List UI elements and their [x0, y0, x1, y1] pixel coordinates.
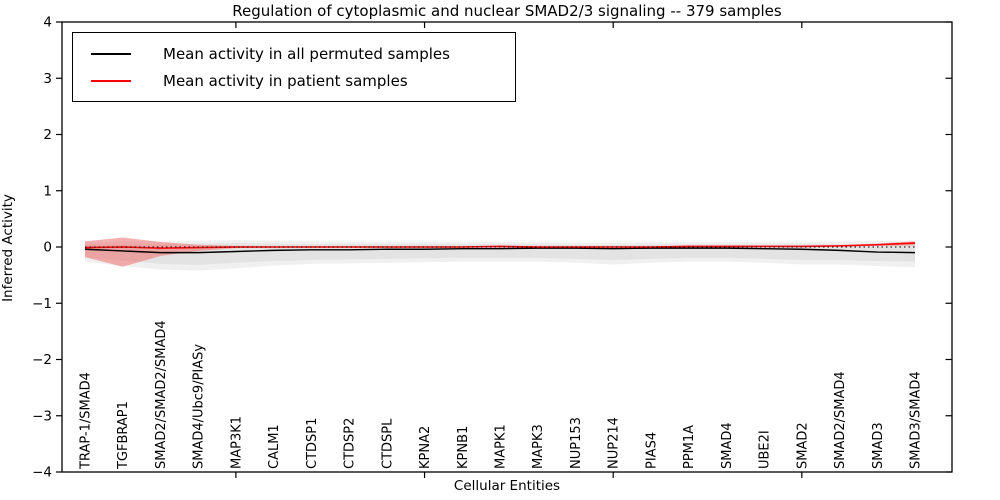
x-axis-label: Cellular Entities	[453, 478, 561, 494]
y-tick-label: −4	[32, 465, 52, 481]
legend-label: Mean activity in patient samples	[163, 71, 408, 90]
y-tick-label: 1	[43, 183, 52, 199]
category-label: CTDSPL	[380, 418, 395, 469]
category-label: NUP153	[569, 417, 584, 469]
category-label: SMAD2/SMAD4	[833, 371, 848, 469]
category-label: SMAD4/Ubc9/PIASy	[192, 344, 207, 469]
category-label: TRAP-1/SMAD4	[79, 372, 94, 470]
y-tick-label: 3	[43, 71, 52, 87]
legend-entry-permuted: Mean activity in all permuted samples	[91, 40, 505, 67]
category-label: PPM1A	[682, 425, 697, 469]
y-tick-label: 2	[43, 127, 52, 143]
y-tick-label: 0	[43, 240, 52, 256]
category-label: KPNA2	[418, 426, 433, 469]
legend: Mean activity in all permuted samples Me…	[72, 32, 516, 102]
category-label: MAP3K1	[229, 416, 244, 469]
legend-line-swatch-red	[91, 79, 131, 82]
legend-line-swatch-black	[91, 52, 131, 55]
legend-label: Mean activity in all permuted samples	[163, 44, 450, 63]
category-label: CTDSP1	[305, 418, 320, 469]
series-line-patient	[84, 242, 916, 249]
category-label: KPNB1	[456, 426, 471, 469]
y-tick-label: −1	[32, 296, 52, 312]
y-tick-label: 4	[43, 15, 52, 31]
category-label: SMAD4	[720, 422, 735, 469]
category-label: TGFBRAP1	[116, 401, 131, 470]
y-axis-label: Inferred Activity	[0, 194, 16, 302]
category-label: SMAD2	[795, 422, 810, 469]
category-label: CALM1	[267, 424, 282, 469]
legend-entry-patient: Mean activity in patient samples	[91, 67, 505, 94]
series-line-permuted	[84, 247, 916, 254]
y-tick-label: −2	[32, 352, 52, 368]
category-label: PIAS4	[644, 432, 659, 469]
category-label: CTDSP2	[343, 418, 358, 469]
category-label: SMAD3/SMAD4	[909, 371, 924, 469]
y-tick-label: −3	[32, 408, 52, 424]
category-label: SMAD3	[871, 422, 886, 469]
category-label: MAPK3	[531, 424, 546, 469]
category-label: SMAD2/SMAD2/SMAD4	[154, 320, 169, 469]
chart-title: Regulation of cytoplasmic and nuclear SM…	[232, 2, 782, 20]
category-label: NUP214	[607, 417, 622, 469]
category-label: UBE2I	[758, 430, 773, 469]
category-label: MAPK1	[494, 424, 509, 469]
